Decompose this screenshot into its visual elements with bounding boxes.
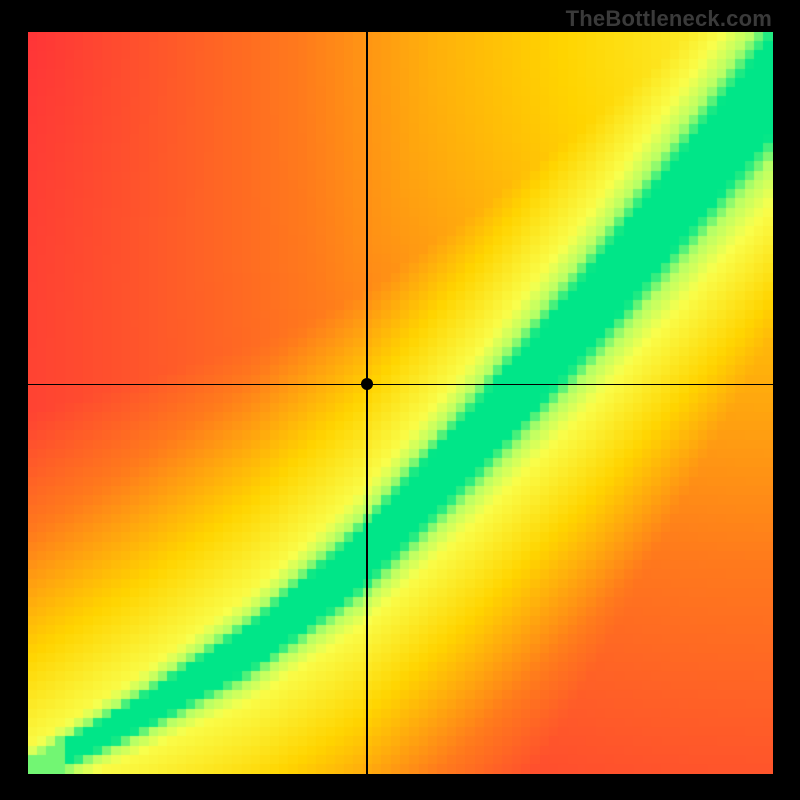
crosshair-horizontal — [28, 384, 773, 386]
plot-area — [28, 32, 773, 774]
heatmap-canvas — [28, 32, 773, 774]
crosshair-vertical — [366, 32, 368, 774]
watermark-text: TheBottleneck.com — [566, 6, 772, 32]
chart-container: TheBottleneck.com — [0, 0, 800, 800]
